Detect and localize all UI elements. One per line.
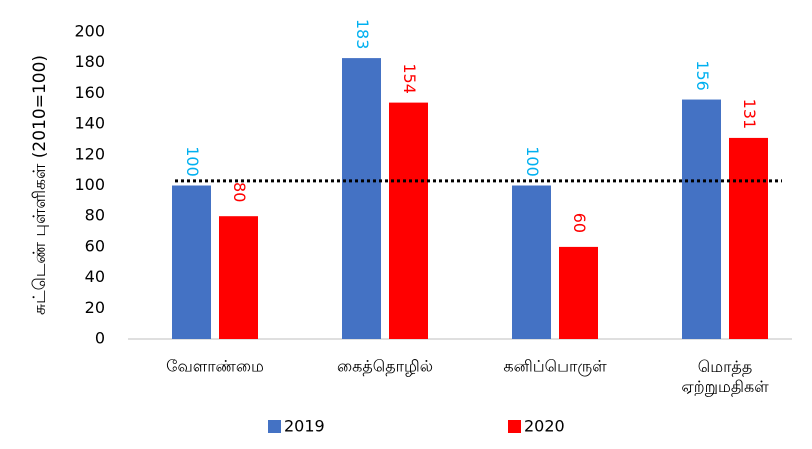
legend-label: 2019 — [284, 417, 325, 436]
y-tick-label: 40 — [85, 267, 105, 286]
bar — [682, 99, 721, 339]
y-tick-label: 0 — [95, 329, 105, 348]
bar — [219, 216, 258, 339]
legend-swatch — [268, 420, 281, 433]
data-label: 100 — [183, 146, 202, 177]
x-tick-label: மொத்த ஏற்றுமதிகள் — [681, 357, 769, 397]
legend-swatch — [508, 420, 521, 433]
y-tick-label: 140 — [74, 114, 105, 133]
x-tick-label: வேளாண்மை — [166, 357, 264, 376]
data-label: 60 — [570, 213, 589, 233]
y-tick-label: 80 — [85, 206, 105, 225]
data-label: 100 — [523, 146, 542, 177]
x-tick-label: கைத்தொழில் — [337, 357, 433, 376]
legend-label: 2020 — [524, 417, 565, 436]
data-label: 183 — [353, 19, 372, 50]
bar — [729, 137, 768, 339]
y-tick-label: 180 — [74, 52, 105, 71]
data-label: 131 — [740, 99, 759, 130]
bar — [342, 58, 381, 339]
bar — [512, 185, 551, 339]
bar — [559, 246, 598, 339]
y-tick-label: 200 — [74, 22, 105, 41]
y-tick-label: 20 — [85, 298, 105, 317]
bar — [389, 102, 428, 339]
data-label: 156 — [693, 60, 712, 91]
data-label: 80 — [230, 182, 249, 202]
bar — [172, 185, 211, 339]
y-tick-label: 60 — [85, 236, 105, 255]
x-tick-label: கனிப்பொருள் — [503, 357, 607, 377]
data-label: 154 — [400, 63, 419, 94]
y-tick-label: 160 — [74, 83, 105, 102]
y-axis-title: சுட்டெண் புள்ளிகள் (2010=100) — [30, 55, 50, 315]
y-tick-label: 120 — [74, 144, 105, 163]
y-tick-label: 100 — [74, 175, 105, 194]
